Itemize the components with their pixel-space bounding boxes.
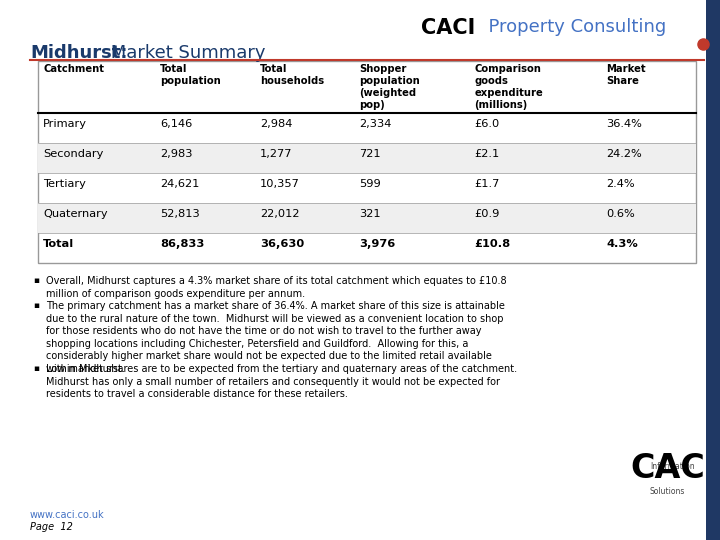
Text: Low market shares are to be expected from the tertiary and quaternary areas of t: Low market shares are to be expected fro…	[46, 364, 517, 399]
Text: 1,277: 1,277	[260, 149, 292, 159]
Text: ▪: ▪	[33, 364, 39, 373]
Text: 2,334: 2,334	[359, 119, 392, 129]
Text: Shopper
population
(weighted
pop): Shopper population (weighted pop)	[359, 64, 420, 110]
Text: 10,357: 10,357	[260, 179, 300, 189]
Text: Total: Total	[43, 239, 74, 249]
Text: www.caci.co.uk: www.caci.co.uk	[30, 510, 104, 520]
Text: 599: 599	[359, 179, 382, 189]
Bar	[38, 143, 696, 173]
Text: 86,833: 86,833	[160, 239, 204, 249]
Text: Solutions: Solutions	[650, 487, 685, 496]
Bar	[38, 203, 696, 233]
Text: Total
households: Total households	[260, 64, 324, 86]
Bar	[706, 0, 720, 540]
Text: Information: Information	[650, 462, 695, 471]
Text: Midhurst:: Midhurst:	[30, 44, 127, 62]
Text: £2.1: £2.1	[474, 149, 500, 159]
Text: Quaternary: Quaternary	[43, 209, 107, 219]
Text: Primary: Primary	[43, 119, 87, 129]
Text: Market Summary: Market Summary	[105, 44, 266, 62]
Text: 321: 321	[359, 209, 381, 219]
Text: 3,976: 3,976	[359, 239, 396, 249]
Text: 52,813: 52,813	[160, 209, 200, 219]
Text: CACI: CACI	[420, 18, 475, 38]
Text: 22,012: 22,012	[260, 209, 300, 219]
Text: Total
population: Total population	[160, 64, 221, 86]
Text: 2,984: 2,984	[260, 119, 292, 129]
Text: £6.0: £6.0	[474, 119, 500, 129]
Text: 6,146: 6,146	[160, 119, 192, 129]
Text: ▪: ▪	[33, 276, 39, 285]
Text: 721: 721	[359, 149, 381, 159]
Text: 0.6%: 0.6%	[606, 209, 635, 219]
Text: 24.2%: 24.2%	[606, 149, 642, 159]
Text: 2,983: 2,983	[160, 149, 192, 159]
Text: CACI: CACI	[630, 452, 717, 485]
Text: Page  12: Page 12	[30, 522, 73, 532]
Text: Overall, Midhurst captures a 4.3% market share of its total catchment which equa: Overall, Midhurst captures a 4.3% market…	[46, 276, 507, 299]
Text: 4.3%: 4.3%	[606, 239, 639, 249]
Text: £0.9: £0.9	[474, 209, 500, 219]
Text: 36.4%: 36.4%	[606, 119, 642, 129]
Text: £10.8: £10.8	[474, 239, 510, 249]
Text: Market
Share: Market Share	[606, 64, 646, 86]
Text: 36,630: 36,630	[260, 239, 304, 249]
Text: £1.7: £1.7	[474, 179, 500, 189]
Text: 2.4%: 2.4%	[606, 179, 635, 189]
Text: 24,621: 24,621	[160, 179, 199, 189]
Text: The primary catchment has a market share of 36.4%. A market share of this size i: The primary catchment has a market share…	[46, 301, 505, 374]
Bar	[38, 61, 696, 263]
Text: Tertiary: Tertiary	[43, 179, 86, 189]
Text: Property Consulting: Property Consulting	[477, 18, 666, 36]
Text: Comparison
goods
expenditure
(millions): Comparison goods expenditure (millions)	[474, 64, 543, 110]
Text: Secondary: Secondary	[43, 149, 104, 159]
Text: Catchment: Catchment	[43, 64, 104, 74]
Text: ▪: ▪	[33, 301, 39, 310]
